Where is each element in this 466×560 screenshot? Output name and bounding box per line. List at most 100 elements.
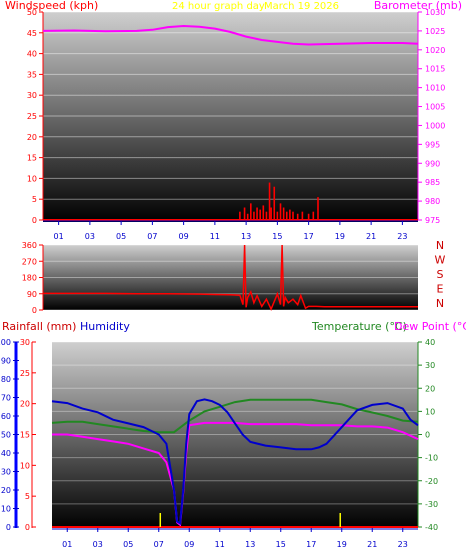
panel3-x-ticks: 01 03 05 07 09 11 13 15 17 19 21 23 [52,528,418,549]
rain-tick-label: 10 [20,461,30,470]
windspeed-tick-label: 35 [27,70,37,79]
windspeed-tick-label: 0 [32,216,37,225]
x-tick-label: 09 [184,540,194,549]
windspeed-tick-label: 10 [27,174,37,183]
dewpoint-legend: Dew Point (°C) [394,320,466,333]
compass-label: S [437,268,444,281]
rain-tick-label: 20 [20,400,30,409]
x-tick-label: 17 [304,232,314,241]
x-tick-label: 19 [335,232,345,241]
x-tick-label: 23 [398,540,408,549]
humidity-tick-label: 90 [1,357,11,366]
windspeed-bar [239,211,241,220]
humidity-tick-label: 40 [1,449,11,458]
humidity-tick-label: 0 [6,523,11,532]
x-tick-label: 17 [306,540,316,549]
x-tick-label: 01 [62,540,72,549]
windspeed-tick-label: 20 [27,133,37,142]
humidity-line [51,398,419,525]
x-tick-label: 13 [241,232,251,241]
wind-direction-grid [43,244,418,311]
temperature-tick-label: 0 [425,431,430,440]
barometer-tick-label: 995 [425,140,440,149]
windspeed-bar [282,207,285,220]
x-tick-label: 11 [215,540,225,549]
windspeed-bar [276,211,279,220]
x-tick-label: 11 [210,232,220,241]
temperature-tick-label: 40 [425,338,435,347]
windspeed-bar [289,209,291,220]
wind-direction-line [43,244,418,311]
temperature-line [51,398,419,434]
panel1-x-ticks: 01 03 05 07 09 11 13 15 17 19 21 23 [43,220,418,241]
windspeed-bar [317,197,319,220]
wind-direction-tick-label: 270 [22,257,37,266]
x-tick-label: 07 [147,232,157,241]
chart-title-text: 24 hour graph day [172,1,265,12]
humidity-tick-label: 50 [1,431,11,440]
humidity-tick-label: 10 [1,505,11,514]
x-tick-label: 03 [85,232,95,241]
windspeed-bar [279,203,282,220]
wind-baro-plot-area [43,12,418,222]
x-tick-label: 07 [154,540,164,549]
windspeed-bar [262,205,265,220]
barometer-ticks: 975 980 985 990 995 1000 1005 1010 1015 1020 1025 1… [417,8,445,225]
wind-direction-plot-area [43,245,418,310]
temperature-legend: Temperature (°C) [311,320,407,333]
barometer-axis-label: Barometer (mb) [374,0,462,12]
x-tick-label: 05 [123,540,133,549]
windspeed-tick-label: 15 [27,154,37,163]
barometer-tick-label: 990 [425,159,440,168]
barometer-tick-label: 1025 [425,27,445,36]
humidity-tick-label: 30 [1,468,11,477]
humidity-tick-label: 70 [1,394,11,403]
wind-direction-degree-ticks: 0 90 180 270 360 [22,241,44,315]
windspeed-tick-label: 25 [27,112,37,121]
windspeed-tick-label: 45 [27,29,37,38]
windspeed-bar [253,211,255,220]
compass-label: N [436,297,444,310]
windspeed-tick-label: 30 [27,91,37,100]
rain-tick-label: 15 [20,431,30,440]
compass-label: E [437,283,444,296]
barometer-tick-label: 980 [425,197,440,206]
barometer-tick-label: 1015 [425,65,445,74]
x-tick-label: 21 [366,232,376,241]
x-tick-label: 15 [272,232,282,241]
temperature-tick-label: -40 [425,523,438,532]
x-tick-label: 21 [367,540,377,549]
x-tick-label: 01 [54,232,64,241]
humidity-tick-label: 20 [1,486,11,495]
barometer-line [42,24,419,46]
humidity-temp-grid [52,341,418,528]
x-tick-label: 15 [276,540,286,549]
windspeed-bar [273,186,276,220]
humidity-legend: Humidity [80,320,130,333]
x-tick-label: 03 [93,540,103,549]
x-tick-label: 23 [397,232,407,241]
temperature-tick-label: 20 [425,384,435,393]
windspeed-ticks: 0 5 10 15 20 25 30 35 40 45 50 [27,8,44,225]
wind-direction-tick-label: 0 [32,306,37,315]
compass-label: N [436,239,444,252]
compass-label: W [435,254,446,267]
humidity-tick-label: 100 [0,338,11,347]
windspeed-series [239,182,319,220]
barometer-tick-label: 985 [425,178,440,187]
windspeed-bar [285,211,288,220]
windspeed-bar [301,211,304,220]
temperature-tick-label: -10 [425,454,438,463]
humidity-tick-label: 60 [1,412,11,421]
x-tick-label: 09 [179,232,189,241]
temperature-ticks: -40 -30 -20 -10 0 10 20 30 40 [417,338,438,532]
windspeed-bar [243,207,246,220]
windspeed-bar [256,207,258,220]
windspeed-axis-label: Windspeed (kph) [5,0,98,12]
rain-tick-label: 30 [20,338,30,347]
rainfall-markers [159,513,341,527]
wind-direction-tick-label: 360 [22,241,37,250]
